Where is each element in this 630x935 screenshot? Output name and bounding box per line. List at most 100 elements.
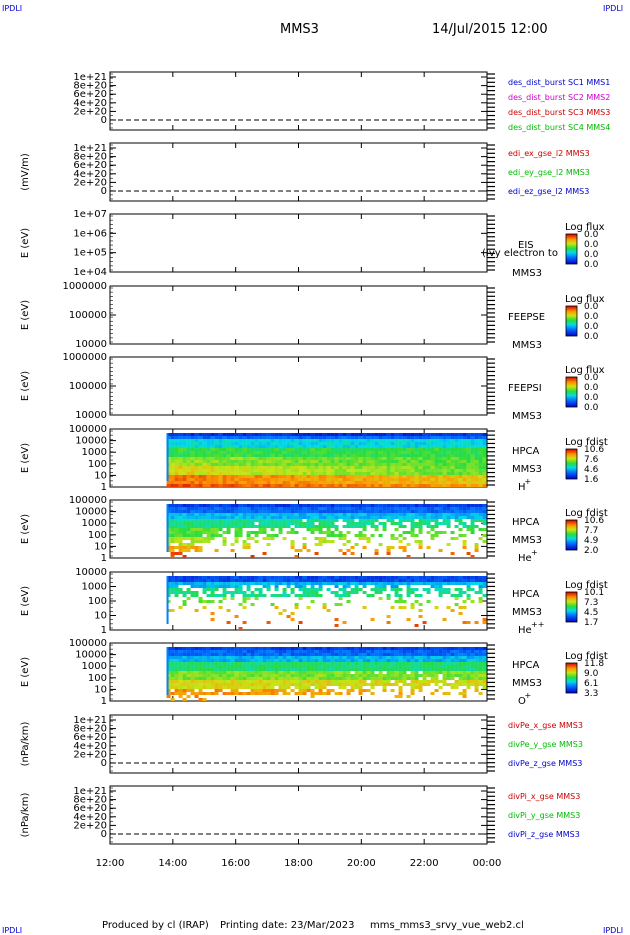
panel-7-pixel [354,513,359,516]
panel-6-pixel [306,460,311,463]
panel-6-pixel [182,433,187,436]
panel-8-pixel [242,600,247,603]
panel-6-pixel [330,439,335,442]
panel-7-pixel [206,519,211,522]
panel-9-pixel [178,656,183,659]
panel-9-pixel [182,653,187,656]
panel-9-pixel [450,671,455,674]
panel-6-pixel [210,478,215,481]
panel-6-pixel [402,475,407,478]
panel-6-data-edge [166,433,169,481]
panel-6-pixel [186,478,191,481]
panel-6-pixel [446,454,451,457]
panel-6-pixel [190,481,195,484]
panel-8-pixel [262,594,267,597]
panel-9-pixel [234,668,239,671]
panel-6-pixel [270,469,275,472]
panel-9-pixel [294,665,299,668]
panel-8-pixel [346,591,351,594]
panel-8-pixel [354,576,359,579]
panel-6-pixel [186,451,191,454]
panel-9-pixel [414,680,419,683]
panel-8-pixel [470,582,475,585]
panel-9-pixel [266,668,271,671]
panel-6-pixel [230,478,235,481]
panel-8-pixel [438,594,443,597]
panel-6-pixel [402,460,407,463]
panel-6-pixel [342,451,347,454]
panel-6-pixel [442,460,447,463]
panel-6-pixel [430,463,435,466]
panel-9-pixel [418,656,423,659]
panel-6-pixel [478,442,483,445]
panel-6-pixel [330,484,335,487]
panel-6-pixel [182,448,187,451]
panel-8-pixel [442,618,447,621]
panel-9-pixel [462,662,467,665]
panel-6-pixel [438,445,443,448]
panel-7-pixel [378,516,383,519]
panel-9-pixel [254,656,259,659]
panel-6-pixel [270,436,275,439]
panel-6-pixel [282,475,287,478]
panel-9-pixel [378,662,383,665]
panel-9-pixel [178,683,183,686]
panel-9-pixel [378,680,383,683]
panel-6-pixel [230,439,235,442]
panel-9-pixel [342,677,347,680]
panel-9-pixel [282,656,287,659]
panel-7-pixel [370,519,375,522]
panel-9-pixel [186,677,191,680]
panel-6-pixel [334,481,339,484]
panel-5-spacecraft: MMS3 [512,411,542,422]
panel-11-frame [109,785,488,845]
panel-6-pixel [462,448,467,451]
panel-8-pixel [210,588,215,591]
panel-6-pixel [414,463,419,466]
panel-9-pixel [458,683,463,686]
panel-6-pixel [398,472,403,475]
panel-5-colorbar-label: 0.0 [584,403,599,413]
panel-7-pixel [454,519,459,522]
panel-9-pixel [330,665,335,668]
panel-7-pixel [254,510,259,513]
panel-7-pixel [246,543,251,546]
panel-6-pixel [290,436,295,439]
panel-6-pixel [234,475,239,478]
panel-6-pixel [234,457,239,460]
panel-9-pixel [314,650,319,653]
panel-7-colorbar-title: Log fdist [565,508,608,519]
panel-9-tick-label: 1 [101,696,107,707]
panel-8-pixel [190,579,195,582]
panel-6-pixel [202,484,207,487]
panel-7-pixel [254,519,259,522]
panel-6-pixel [338,481,343,484]
panel-6-pixel [474,481,479,484]
panel-8-pixel [234,585,239,588]
panel-8-pixel [194,585,199,588]
panel-6-pixel [246,442,251,445]
panel-7-pixel [222,519,227,522]
panel-7-pixel [198,540,203,543]
panel-8-pixel [250,582,255,585]
panel-8-pixel [286,615,291,618]
panel-9-pixel [346,674,351,677]
panel-9-pixel [174,662,179,665]
panel-6-pixel [458,478,463,481]
panel-9-pixel [370,656,375,659]
panel-6-pixel [194,463,199,466]
panel-6-pixel [274,478,279,481]
panel-9-pixel [306,647,311,650]
panel-7-pixel [450,504,455,507]
panel-7-pixel [402,504,407,507]
panel-7-pixel [190,525,195,528]
panel-6-pixel [386,484,391,487]
panel-9-pixel [382,689,387,692]
panel-6-pixel [254,451,259,454]
panel-6-pixel [182,481,187,484]
panel-6-pixel [266,439,271,442]
panel-9-pixel [282,677,287,680]
panel-6-pixel [278,466,283,469]
panel-6-pixel [290,433,295,436]
panel-9-pixel [410,668,415,671]
